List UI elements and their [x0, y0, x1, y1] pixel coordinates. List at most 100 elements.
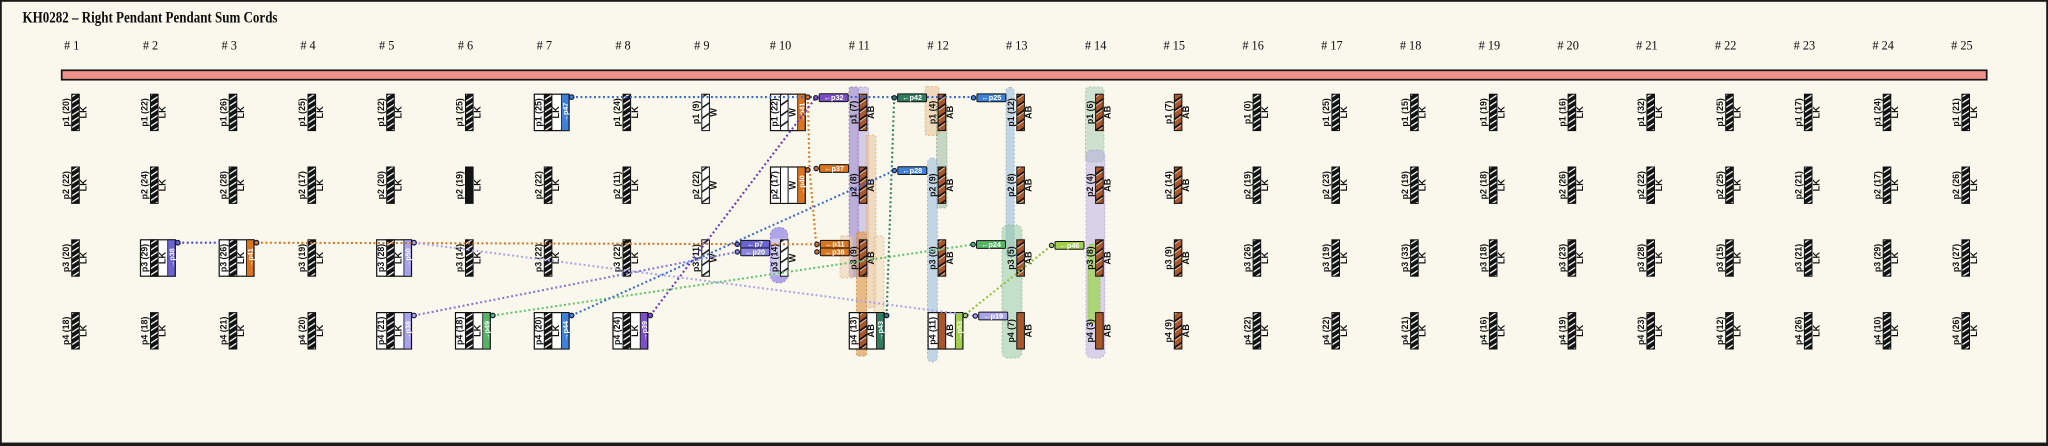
svg-text:LK: LK: [79, 106, 89, 119]
svg-text:# 17: # 17: [1321, 38, 1343, 52]
svg-text:→p43: →p43: [876, 321, 885, 341]
svg-text:p3 (29): p3 (29): [140, 244, 150, 272]
svg-text:LK: LK: [1496, 106, 1506, 119]
svg-text:p4 (26): p4 (26): [1794, 317, 1804, 345]
svg-text:LK: LK: [236, 252, 246, 265]
svg-text:p1 (20): p1 (20): [61, 98, 71, 126]
svg-text:→p38: →p38: [167, 248, 176, 268]
svg-text:p3 (8): p3 (8): [1085, 246, 1095, 270]
svg-text:p1 (9): p1 (9): [691, 101, 701, 125]
svg-text:AB: AB: [866, 178, 876, 192]
svg-text:LK: LK: [551, 106, 561, 119]
svg-text:p3 (28): p3 (28): [376, 244, 386, 272]
svg-text:LK: LK: [630, 179, 640, 192]
svg-text:LK: LK: [472, 324, 482, 337]
svg-text:p3 (0): p3 (0): [927, 246, 937, 270]
svg-text:LK: LK: [1260, 179, 1270, 192]
svg-text:p4 (18): p4 (18): [140, 317, 150, 345]
svg-text:LK: LK: [1339, 252, 1349, 265]
svg-text:# 14: # 14: [1085, 38, 1107, 52]
svg-text:p1 (19): p1 (19): [1479, 98, 1489, 126]
svg-text:LK: LK: [1733, 252, 1743, 265]
svg-text:LK: LK: [315, 324, 325, 337]
svg-text:AB: AB: [1181, 324, 1191, 338]
svg-text:p2 (19): p2 (19): [455, 171, 465, 199]
svg-text:p3 (29): p3 (29): [1872, 244, 1882, 272]
svg-text:AB: AB: [1103, 324, 1113, 338]
svg-text:p4 (23): p4 (23): [1636, 317, 1646, 345]
svg-text:LK: LK: [394, 252, 404, 265]
svg-text:p4 (18): p4 (18): [455, 317, 465, 345]
svg-text:LK: LK: [551, 179, 561, 192]
svg-text:p3 (20): p3 (20): [61, 244, 71, 272]
svg-text:LK: LK: [630, 324, 640, 337]
svg-text:LK: LK: [1811, 106, 1821, 119]
svg-text:W: W: [787, 253, 797, 262]
svg-text:LK: LK: [1339, 106, 1349, 119]
svg-text:LK: LK: [630, 106, 640, 119]
svg-text:p3 (15): p3 (15): [1715, 244, 1725, 272]
svg-text:LK: LK: [394, 179, 404, 192]
svg-text:LK: LK: [79, 179, 89, 192]
svg-text:LK: LK: [1969, 252, 1979, 265]
svg-text:# 3: # 3: [222, 38, 237, 52]
svg-text:p2 (19): p2 (19): [1400, 171, 1410, 199]
svg-text:W: W: [709, 181, 719, 190]
svg-text:# 5: # 5: [379, 38, 394, 52]
svg-text:LK: LK: [1575, 179, 1585, 192]
svg-text:p3 (9): p3 (9): [1164, 246, 1174, 270]
svg-text:AB: AB: [1181, 251, 1191, 265]
svg-text:p1 (22): p1 (22): [376, 98, 386, 126]
svg-text:AB: AB: [945, 105, 955, 119]
svg-text:→p39: →p39: [640, 321, 649, 341]
svg-text:LK: LK: [236, 324, 246, 337]
svg-text:LK: LK: [1496, 252, 1506, 265]
svg-text:W: W: [709, 108, 719, 117]
svg-text:p4 (10): p4 (10): [1872, 317, 1882, 345]
svg-text:LK: LK: [315, 106, 325, 119]
svg-text:LK: LK: [157, 179, 167, 192]
svg-text:AB: AB: [1024, 324, 1034, 338]
svg-text:LK: LK: [1418, 106, 1428, 119]
svg-text:p4 (26): p4 (26): [1951, 317, 1961, 345]
svg-text:p1 (22): p1 (22): [140, 98, 150, 126]
svg-text:p2 (26): p2 (26): [1557, 171, 1567, 199]
svg-text:LK: LK: [236, 106, 246, 119]
svg-text:LK: LK: [1575, 252, 1585, 265]
svg-text:LK: LK: [1811, 324, 1821, 337]
svg-text:AB: AB: [866, 251, 876, 265]
svg-text:# 25: # 25: [1951, 38, 1973, 52]
svg-text:p2 (28): p2 (28): [218, 171, 228, 199]
svg-text:p2 (22): p2 (22): [691, 171, 701, 199]
svg-text:p4 (7): p4 (7): [1006, 319, 1016, 343]
svg-text:p1 (7): p1 (7): [849, 101, 859, 125]
svg-text:LK: LK: [1418, 324, 1428, 337]
svg-text:p1 (32): p1 (32): [1636, 98, 1646, 126]
svg-text:→p49: →p49: [482, 321, 491, 341]
svg-text:p4 (19): p4 (19): [1557, 317, 1567, 345]
svg-text:W: W: [787, 181, 797, 190]
svg-text:LK: LK: [315, 252, 325, 265]
svg-text:# 8: # 8: [615, 38, 630, 52]
svg-text:p4 (3): p4 (3): [1085, 319, 1095, 343]
svg-text:p1 (25): p1 (25): [297, 98, 307, 126]
svg-text:# 13: # 13: [1006, 38, 1028, 52]
svg-text:# 24: # 24: [1872, 38, 1894, 52]
svg-text:LK: LK: [472, 106, 482, 119]
svg-text:p1 (17): p1 (17): [1794, 98, 1804, 126]
svg-text:LK: LK: [79, 252, 89, 265]
svg-text:LK: LK: [551, 324, 561, 337]
svg-text:→p38: →p38: [404, 321, 413, 341]
svg-text:p1 (25): p1 (25): [1715, 98, 1725, 126]
svg-text:# 19: # 19: [1479, 38, 1501, 52]
svg-text:p3 (19): p3 (19): [297, 244, 307, 272]
svg-text:p1 (25): p1 (25): [534, 98, 544, 126]
svg-text:p2 (22): p2 (22): [61, 171, 71, 199]
svg-text:LK: LK: [1339, 179, 1349, 192]
svg-text:p4 (21): p4 (21): [376, 317, 386, 345]
svg-text:p1 (22): p1 (22): [770, 98, 780, 126]
svg-text:p1 (15): p1 (15): [1400, 98, 1410, 126]
svg-text:p2 (14): p2 (14): [1164, 171, 1174, 199]
svg-text:LK: LK: [157, 324, 167, 337]
svg-text:p3 (11): p3 (11): [691, 244, 701, 272]
